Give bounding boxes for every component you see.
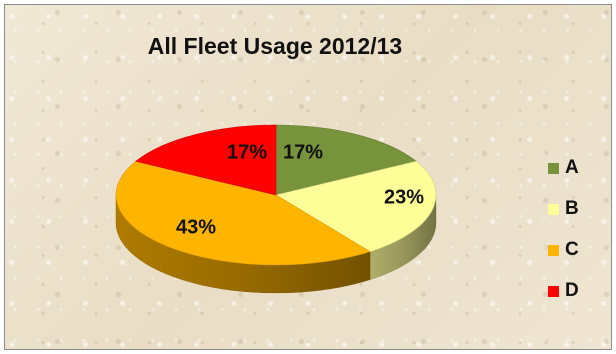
pie-slice-a (275, 124, 417, 196)
legend-swatch-b (548, 203, 559, 215)
legend-item-c: C (548, 238, 579, 262)
legend-item-b: B (548, 197, 579, 221)
pie-side-b-shade (370, 195, 437, 280)
legend-item-d: D (548, 279, 579, 303)
legend-item-a: A (548, 156, 579, 180)
pie-slice-b (275, 160, 437, 252)
legend-swatch-c (548, 244, 559, 256)
legend-swatch-a (548, 162, 559, 174)
legend-label-d: D (565, 280, 579, 301)
pie-label-b: 23% (384, 186, 424, 208)
pie-label-a: 17% (283, 141, 323, 163)
legend: A B C D (548, 156, 579, 320)
pie-slice-d (135, 124, 277, 196)
legend-swatch-d (548, 285, 559, 297)
pie-slice-c (115, 160, 371, 266)
pie-label-c: 43% (176, 216, 216, 238)
chart-title: All Fleet Usage 2012/13 (147, 33, 403, 59)
pie-side-c-shade (116, 195, 371, 294)
pie-label-d: 17% (227, 141, 267, 163)
legend-label-b: B (565, 198, 579, 219)
legend-label-c: C (565, 239, 579, 260)
legend-label-a: A (565, 157, 579, 178)
